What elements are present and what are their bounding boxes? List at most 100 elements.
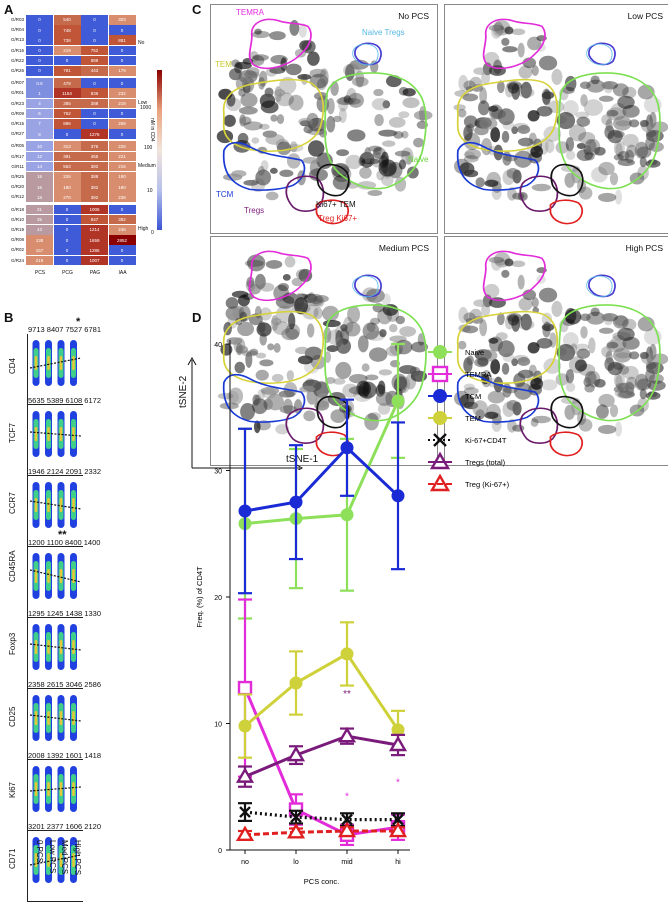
tsne-gate-label-ki67-tem: Ki67+ TEM <box>316 200 356 209</box>
density-blob <box>490 126 501 143</box>
panel-letter-c: C <box>192 2 202 17</box>
y-tick-label: 0 <box>218 848 222 855</box>
density-blob <box>522 57 537 69</box>
heatmap-cell: 1007 <box>81 255 108 266</box>
gate-temra <box>482 18 546 70</box>
density-blob <box>417 333 425 346</box>
data-point <box>341 813 353 826</box>
density-blob <box>368 347 388 362</box>
density-blob <box>308 293 323 305</box>
significance-marker: * <box>396 777 400 788</box>
density-blob <box>517 42 525 58</box>
y-tick-label: 20 <box>214 595 222 602</box>
flow-population-peak <box>59 427 63 441</box>
density-blob <box>269 31 286 41</box>
density-blob <box>603 313 614 326</box>
density-blob <box>286 370 295 381</box>
density-blob <box>381 140 396 147</box>
density-blob <box>601 313 618 322</box>
density-blob <box>506 399 520 411</box>
density-blob <box>257 165 265 176</box>
density-blob <box>513 354 529 363</box>
heatmap-cell: 881 <box>108 35 136 46</box>
density-blob <box>617 95 635 109</box>
density-blob <box>528 132 537 145</box>
trend-line <box>29 500 82 510</box>
heatmap-row-label: G/R10 <box>10 216 24 222</box>
tsne-plot: No PCS <box>210 4 438 234</box>
marker-name: CCR7 <box>8 492 17 514</box>
heatmap-cell: 0 <box>108 55 136 66</box>
heatmap-row-label: G/R19 <box>10 227 24 232</box>
gate-tregki <box>315 199 350 225</box>
heatmap-cell: 10 <box>26 141 53 152</box>
density-blob <box>298 268 313 283</box>
density-blob <box>624 149 635 164</box>
density-blob <box>488 337 499 344</box>
density-blob <box>294 297 309 315</box>
density-blob <box>402 97 420 109</box>
flow-population-peak <box>59 782 63 796</box>
tsne-gate-label-temra: TEMRA <box>236 8 264 17</box>
density-blob <box>264 87 274 98</box>
density-blob <box>382 100 391 109</box>
data-point <box>340 441 354 455</box>
density-blob <box>295 346 310 355</box>
density-blob <box>615 352 631 359</box>
heatmap-cell: 0 <box>53 204 81 215</box>
density-blob <box>531 297 539 308</box>
density-blob <box>555 115 567 124</box>
density-blob <box>614 421 623 437</box>
gate-naivetreg-inner <box>586 275 613 298</box>
heatmap-cell: 388 <box>81 172 108 182</box>
heatmap-cell: 0 <box>26 25 53 35</box>
density-blob <box>361 363 370 372</box>
density-blob <box>378 369 392 376</box>
tsne-condition-title: No PCS <box>398 11 429 21</box>
data-point <box>290 811 302 823</box>
heatmap-cell: 1006 <box>81 204 108 215</box>
density-blob <box>258 76 266 90</box>
density-blob <box>488 256 505 264</box>
density-blob <box>606 107 626 121</box>
density-blob <box>340 324 348 332</box>
data-point <box>340 508 354 522</box>
density-blob <box>481 70 491 85</box>
heatmap-cell: 0 <box>108 204 136 215</box>
marker-mfi-values: 3201 2377 1606 2120 <box>28 822 101 831</box>
heatmap-cell: 0 <box>53 235 81 245</box>
density-blob <box>575 343 590 351</box>
condition-label: High PCS <box>72 840 82 876</box>
density-blob <box>254 28 262 35</box>
density-blob <box>504 26 514 35</box>
density-blob <box>463 383 475 390</box>
density-blob <box>645 136 655 151</box>
flow-population-peak <box>47 498 50 512</box>
heatmap-row-label: G/R23 <box>10 100 24 106</box>
density-blob <box>629 119 640 128</box>
gate-tregki <box>549 431 584 457</box>
density-blob <box>254 394 262 405</box>
density-blob <box>336 149 349 157</box>
density-blob <box>530 418 539 427</box>
tsne-gate-label-tregs: Tregs <box>244 206 265 215</box>
density-blob <box>511 28 526 36</box>
density-blob <box>398 111 410 119</box>
density-blob <box>265 191 279 201</box>
density-blob <box>307 140 325 157</box>
density-blob <box>617 158 635 167</box>
significance-star: * <box>76 316 81 328</box>
density-blob <box>344 321 361 337</box>
gate-naive <box>324 72 427 190</box>
gate-naivetreg-inner <box>352 275 379 298</box>
heatmap-cell: 219 <box>26 255 53 266</box>
density-blob <box>332 115 342 123</box>
y-tick-label: 30 <box>214 469 222 476</box>
heatmap-column-label: PCG <box>62 270 73 276</box>
density-blob <box>613 140 625 156</box>
density-blob <box>517 87 535 98</box>
density-blob <box>251 55 265 66</box>
density-blob <box>413 110 433 121</box>
density-blob <box>381 160 389 174</box>
density-blob <box>591 166 608 183</box>
